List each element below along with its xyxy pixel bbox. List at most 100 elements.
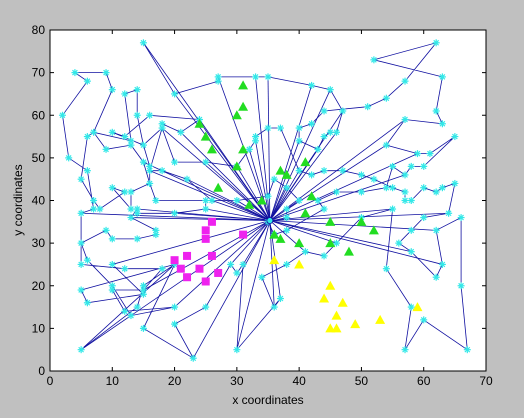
node-marker-stroke	[439, 120, 446, 127]
node-marker-stroke	[177, 129, 184, 136]
green-triangle-marker	[343, 246, 354, 256]
node-marker	[108, 128, 116, 136]
node-marker-stroke	[109, 287, 116, 293]
node-marker	[333, 188, 341, 196]
green-triangle-marker	[231, 161, 242, 171]
node-marker	[295, 197, 303, 204]
node-marker-stroke	[333, 240, 340, 246]
node-marker	[121, 265, 129, 273]
node-marker-stroke	[171, 91, 178, 97]
node-marker	[407, 226, 415, 234]
node-marker-stroke	[109, 86, 116, 93]
magenta-square-marker	[183, 251, 192, 260]
hub-edge	[192, 220, 271, 359]
node-marker-stroke	[59, 112, 66, 119]
node-marker	[139, 39, 147, 47]
node-marker-stroke	[420, 163, 427, 170]
node-marker-stroke	[140, 282, 147, 289]
node-marker	[121, 188, 129, 196]
node-marker	[177, 128, 185, 136]
node-marker	[77, 175, 85, 183]
node-marker	[264, 192, 272, 200]
magenta-square-marker	[195, 264, 204, 273]
node-marker-stroke	[433, 227, 440, 234]
node-marker	[301, 248, 309, 256]
node-marker	[308, 171, 316, 179]
hub-edge	[205, 161, 271, 221]
green-triangle-marker	[275, 233, 286, 243]
y-tick-label: 20	[32, 279, 46, 293]
node-marker-stroke	[134, 235, 141, 242]
node-marker	[171, 209, 179, 217]
y-tick-label: 10	[32, 321, 46, 335]
x-tick-label: 50	[355, 374, 369, 388]
node-marker-stroke	[258, 274, 265, 281]
green-triangle-marker	[325, 216, 336, 226]
node-marker-stroke	[408, 248, 415, 255]
node-marker	[133, 303, 141, 311]
node-marker	[320, 167, 328, 175]
green-triangle-marker	[200, 131, 211, 141]
node-marker-stroke	[134, 112, 141, 119]
node-marker	[65, 154, 73, 162]
node-marker-stroke	[420, 316, 427, 323]
node-marker-stroke	[202, 304, 209, 310]
hub-edge	[174, 212, 270, 221]
node-marker	[339, 107, 347, 115]
node-marker	[370, 175, 378, 183]
node-marker-stroke	[383, 265, 390, 272]
hub-edge	[269, 132, 337, 221]
node-marker-stroke	[277, 295, 284, 302]
magenta-square-marker	[176, 264, 185, 273]
node-marker	[401, 116, 409, 124]
node-marker-stroke	[327, 129, 334, 136]
node-marker-stroke	[146, 112, 153, 119]
node-marker-stroke	[277, 125, 284, 131]
node-marker-stroke	[128, 312, 134, 319]
node-marker-stroke	[78, 261, 85, 268]
node-marker-stroke	[90, 197, 97, 204]
node-marker	[326, 86, 334, 94]
node-marker	[146, 179, 154, 187]
node-marker-stroke	[109, 184, 116, 191]
node-marker-stroke	[296, 197, 303, 204]
node-marker-stroke	[439, 74, 446, 80]
node-marker-stroke	[78, 176, 85, 183]
y-tick-label: 40	[32, 194, 46, 208]
hub-edge	[81, 212, 270, 221]
green-triangle-marker	[244, 199, 255, 209]
magenta-square-marker	[239, 230, 248, 239]
node-marker	[121, 133, 129, 141]
node-marker	[357, 171, 365, 179]
node-marker	[382, 94, 390, 102]
node-marker	[108, 86, 116, 94]
node-marker-stroke	[414, 150, 421, 157]
node-marker-stroke	[171, 304, 178, 310]
node-marker-stroke	[159, 167, 165, 174]
node-marker	[90, 128, 98, 136]
node-marker-stroke	[159, 120, 165, 127]
node-marker	[308, 120, 316, 128]
node-marker-stroke	[389, 184, 396, 191]
node-marker-stroke	[84, 299, 91, 306]
green-triangle-marker	[325, 238, 336, 248]
node-marker	[133, 235, 141, 243]
node-marker-stroke	[321, 206, 327, 212]
node-marker-stroke	[134, 206, 141, 212]
hub-edge	[255, 140, 271, 221]
node-marker-stroke	[402, 197, 408, 204]
node-marker	[239, 260, 247, 268]
node-marker	[445, 209, 453, 217]
hub-edge	[186, 178, 271, 221]
hub-edge	[269, 119, 406, 221]
node-marker-stroke	[439, 261, 446, 268]
node-marker	[432, 226, 440, 234]
green-triangle-marker	[231, 110, 242, 120]
hub-edge	[143, 220, 271, 291]
node-marker-stroke	[140, 159, 147, 166]
magenta-square-marker	[201, 277, 210, 286]
node-marker-stroke	[402, 116, 408, 123]
node-marker-stroke	[171, 159, 178, 166]
node-marker-stroke	[308, 172, 315, 178]
node-marker-stroke	[464, 346, 471, 353]
